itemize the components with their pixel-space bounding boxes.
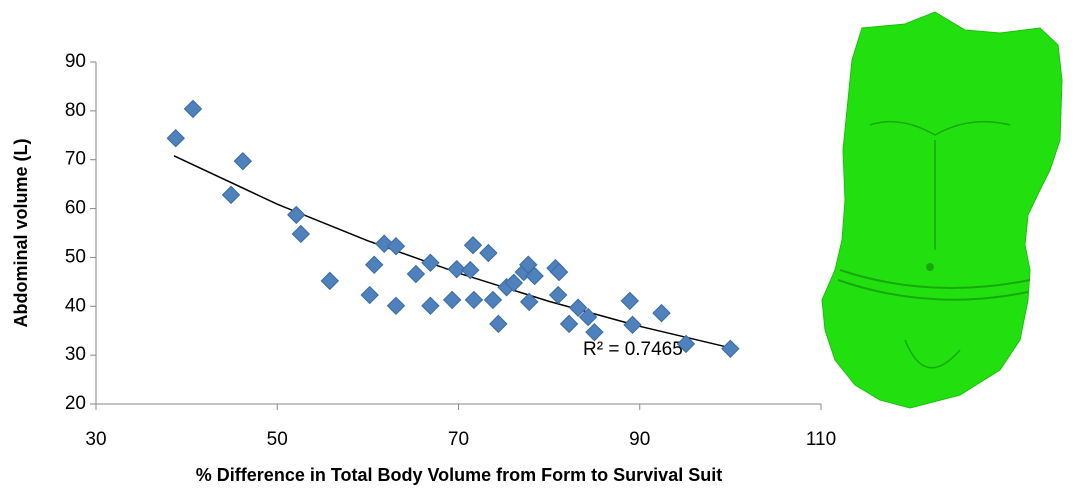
torso-shade	[869, 120, 1011, 369]
point	[320, 271, 340, 291]
y-tick-label: 40	[65, 295, 86, 316]
point	[504, 273, 523, 293]
point	[291, 224, 311, 244]
y-tick-label: 70	[65, 149, 86, 170]
x-tick-label: 30	[85, 429, 106, 450]
point	[360, 285, 379, 305]
torso-illustration	[821, 11, 1063, 409]
x-axis-title: % Difference in Total Body Volume from F…	[196, 465, 722, 485]
y-tick-label: 80	[65, 100, 86, 121]
point	[721, 339, 740, 358]
point	[461, 260, 480, 280]
x-tick-label: 110	[806, 429, 836, 450]
point	[620, 291, 639, 311]
x-tick-label: 70	[448, 429, 469, 450]
trendline	[173, 155, 731, 349]
y-tick-label: 90	[65, 51, 86, 72]
point	[442, 290, 462, 310]
point	[233, 151, 253, 171]
point	[519, 292, 539, 312]
point	[386, 236, 406, 256]
torso-navel	[926, 263, 934, 271]
point	[548, 285, 568, 305]
point	[386, 296, 406, 316]
point	[489, 314, 508, 334]
point	[568, 298, 588, 317]
point	[421, 296, 440, 316]
y-tick-label: 60	[65, 198, 86, 219]
point	[447, 259, 466, 279]
point	[559, 314, 579, 334]
point	[183, 99, 203, 119]
point	[463, 236, 483, 255]
y-tick-label: 20	[65, 393, 86, 414]
torso-shape	[821, 11, 1063, 409]
point	[287, 205, 306, 225]
point	[483, 290, 503, 310]
x-tick-label: 50	[267, 429, 288, 450]
x-tick-label: 90	[629, 429, 650, 450]
point	[652, 303, 671, 323]
point	[374, 234, 394, 253]
point	[525, 266, 544, 286]
point	[464, 290, 484, 310]
point	[166, 129, 185, 148]
y-tick-label: 30	[65, 344, 86, 365]
point	[421, 253, 440, 273]
point	[676, 334, 696, 354]
point	[578, 307, 598, 327]
point	[365, 255, 384, 274]
point	[406, 264, 426, 284]
y-axis-title: Abdominal volume (L)	[11, 138, 31, 327]
torso-shade	[837, 269, 1031, 301]
point	[549, 262, 569, 282]
y-tick-label: 50	[65, 246, 86, 267]
point	[585, 322, 604, 342]
point	[623, 315, 642, 335]
annotation: R² = 0.7465	[583, 339, 683, 360]
point	[221, 185, 241, 205]
point	[479, 243, 498, 263]
